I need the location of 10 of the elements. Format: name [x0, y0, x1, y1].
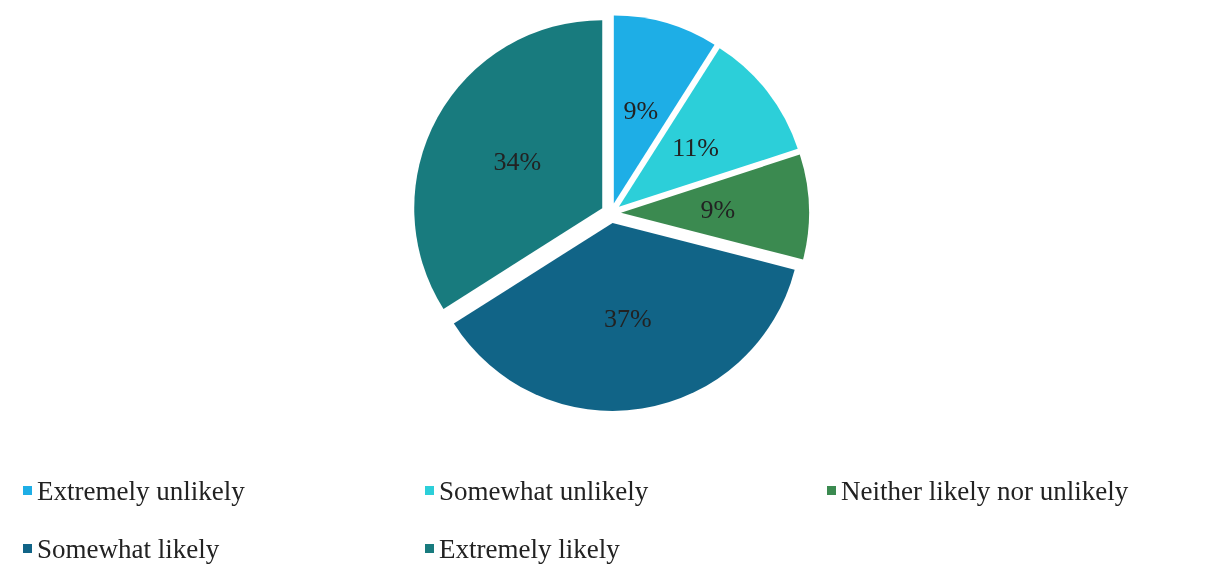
legend-label: Extremely likely: [439, 533, 621, 564]
data-label: 9%: [623, 95, 659, 125]
data-label: 11%: [672, 132, 719, 162]
data-label: 34%: [493, 146, 542, 176]
data-label: 37%: [603, 304, 652, 334]
legend-label: Somewhat likely: [37, 533, 220, 564]
legend-label: Somewhat unlikely: [439, 475, 649, 506]
legend-label: Neither likely nor unlikely: [841, 475, 1129, 506]
legend-label: Extremely unlikely: [37, 475, 246, 506]
data-label: 9%: [700, 195, 736, 225]
